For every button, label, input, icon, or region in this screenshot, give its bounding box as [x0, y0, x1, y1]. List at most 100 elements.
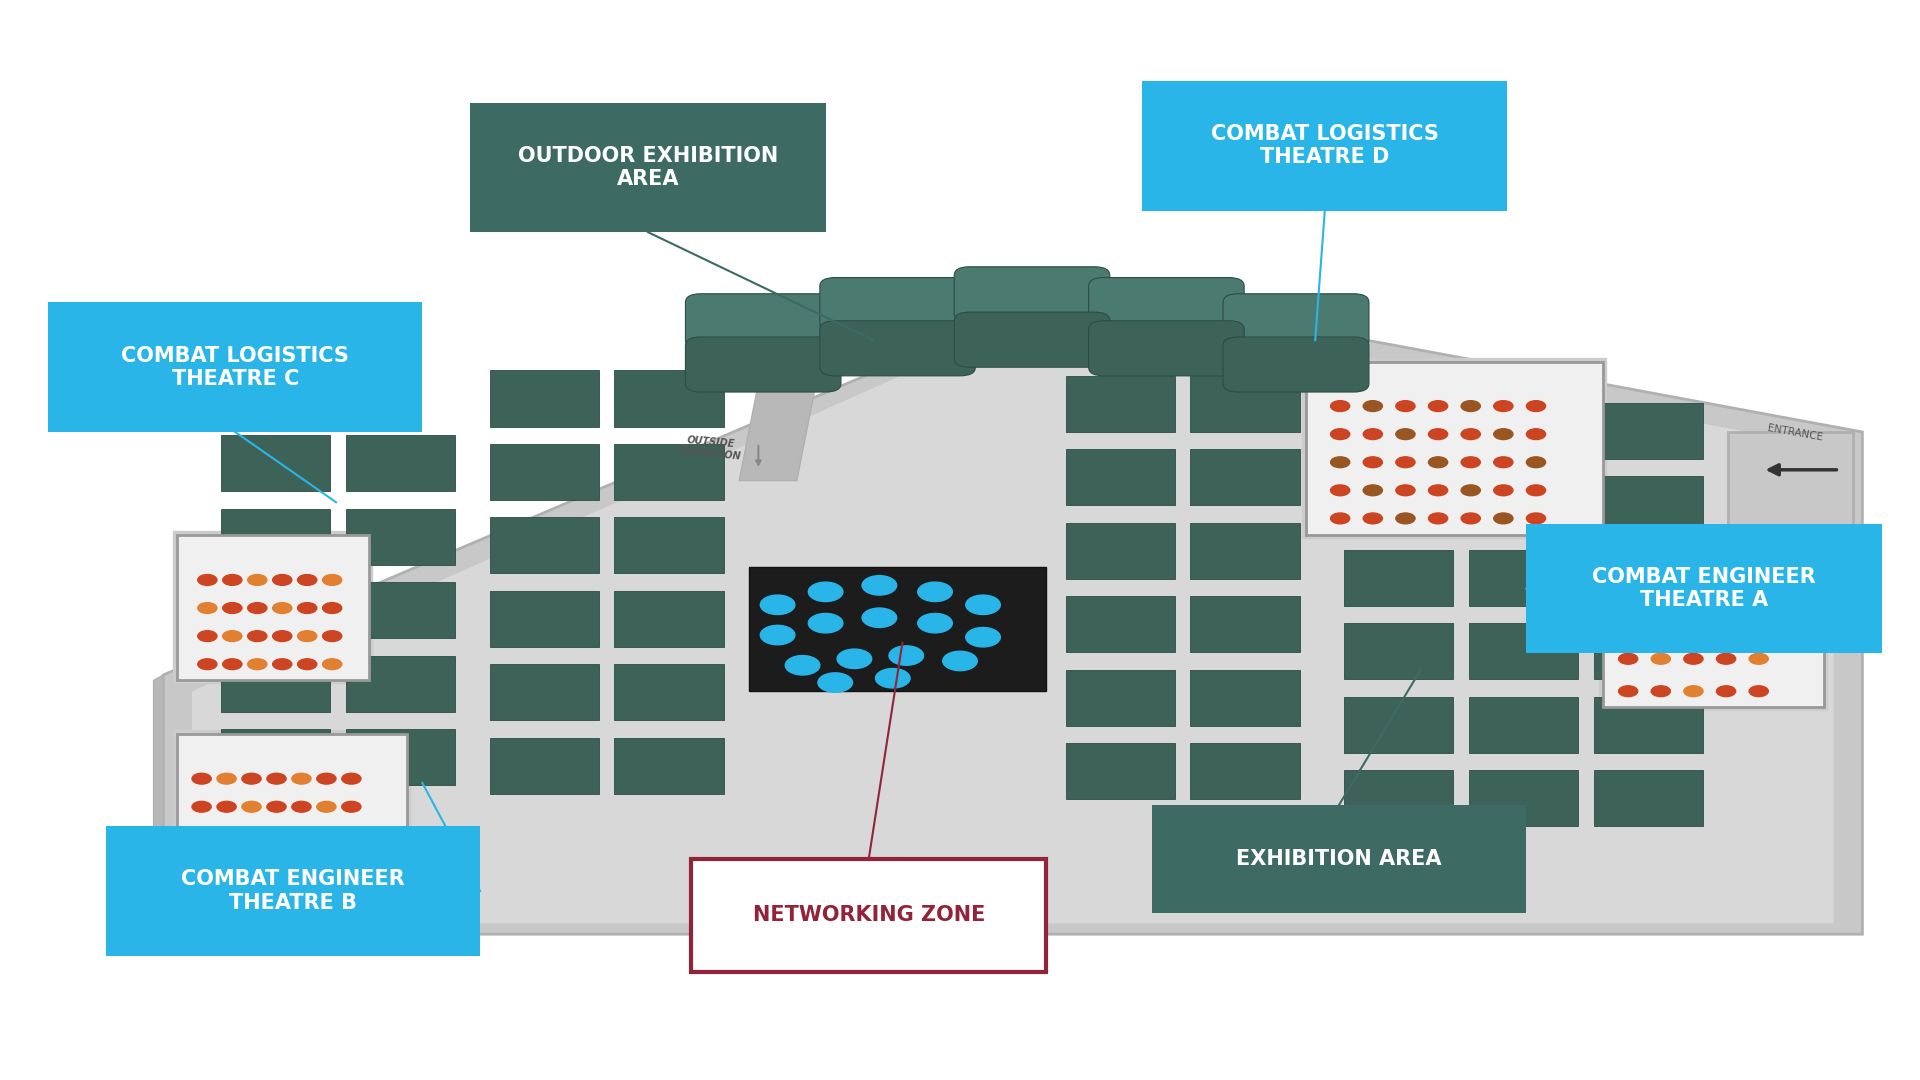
Circle shape	[223, 631, 242, 642]
Circle shape	[323, 659, 342, 670]
Polygon shape	[1728, 432, 1853, 540]
FancyBboxPatch shape	[691, 859, 1046, 972]
FancyBboxPatch shape	[1469, 403, 1578, 459]
Circle shape	[1428, 457, 1448, 468]
Circle shape	[1716, 686, 1736, 697]
Circle shape	[217, 801, 236, 812]
Circle shape	[1716, 653, 1736, 664]
FancyBboxPatch shape	[954, 312, 1110, 367]
Circle shape	[1684, 589, 1703, 599]
Circle shape	[808, 613, 843, 633]
FancyBboxPatch shape	[1469, 623, 1578, 679]
Circle shape	[889, 646, 924, 665]
Circle shape	[1651, 621, 1670, 632]
Circle shape	[1619, 621, 1638, 632]
Circle shape	[317, 858, 336, 868]
FancyBboxPatch shape	[614, 664, 724, 720]
Polygon shape	[739, 383, 816, 481]
FancyBboxPatch shape	[1594, 623, 1703, 679]
Circle shape	[837, 649, 872, 669]
Circle shape	[1684, 621, 1703, 632]
Circle shape	[223, 575, 242, 585]
Circle shape	[862, 576, 897, 595]
Circle shape	[876, 669, 910, 688]
Circle shape	[1651, 653, 1670, 664]
Circle shape	[298, 603, 317, 613]
Circle shape	[1461, 457, 1480, 468]
Circle shape	[198, 659, 217, 670]
Circle shape	[1363, 429, 1382, 440]
FancyBboxPatch shape	[614, 738, 724, 794]
Circle shape	[192, 773, 211, 784]
FancyBboxPatch shape	[490, 444, 599, 500]
Circle shape	[1363, 401, 1382, 411]
Circle shape	[242, 886, 261, 896]
Circle shape	[1749, 589, 1768, 599]
Circle shape	[1749, 621, 1768, 632]
FancyBboxPatch shape	[1190, 596, 1300, 652]
Circle shape	[1396, 513, 1415, 524]
FancyBboxPatch shape	[490, 664, 599, 720]
FancyBboxPatch shape	[1190, 449, 1300, 505]
Polygon shape	[192, 302, 1834, 923]
FancyBboxPatch shape	[685, 337, 841, 392]
FancyBboxPatch shape	[221, 435, 330, 491]
FancyBboxPatch shape	[1190, 523, 1300, 579]
FancyBboxPatch shape	[1344, 403, 1453, 459]
Circle shape	[943, 651, 977, 671]
Circle shape	[342, 886, 361, 896]
Circle shape	[273, 631, 292, 642]
Circle shape	[217, 773, 236, 784]
Circle shape	[242, 801, 261, 812]
Circle shape	[1331, 401, 1350, 411]
Circle shape	[192, 886, 211, 896]
Circle shape	[292, 886, 311, 896]
Circle shape	[1526, 457, 1546, 468]
FancyBboxPatch shape	[1066, 523, 1175, 579]
Circle shape	[317, 773, 336, 784]
FancyBboxPatch shape	[490, 591, 599, 647]
Circle shape	[1331, 485, 1350, 496]
Circle shape	[760, 625, 795, 645]
FancyBboxPatch shape	[1066, 743, 1175, 799]
Circle shape	[1619, 589, 1638, 599]
Circle shape	[1749, 653, 1768, 664]
FancyBboxPatch shape	[1594, 550, 1703, 606]
Circle shape	[808, 582, 843, 602]
Circle shape	[273, 575, 292, 585]
FancyBboxPatch shape	[490, 738, 599, 794]
FancyBboxPatch shape	[685, 294, 841, 349]
FancyBboxPatch shape	[1344, 623, 1453, 679]
FancyBboxPatch shape	[346, 509, 455, 565]
FancyBboxPatch shape	[221, 582, 330, 638]
Circle shape	[217, 829, 236, 840]
Circle shape	[273, 659, 292, 670]
Circle shape	[966, 627, 1000, 647]
FancyBboxPatch shape	[749, 567, 1046, 691]
Circle shape	[918, 613, 952, 633]
Circle shape	[1494, 457, 1513, 468]
Circle shape	[342, 858, 361, 868]
FancyBboxPatch shape	[1066, 670, 1175, 726]
Text: ENTRANCE: ENTRANCE	[1766, 423, 1824, 443]
Circle shape	[1461, 401, 1480, 411]
Circle shape	[292, 773, 311, 784]
Circle shape	[198, 631, 217, 642]
Circle shape	[317, 801, 336, 812]
Circle shape	[1331, 457, 1350, 468]
FancyBboxPatch shape	[1594, 697, 1703, 753]
Circle shape	[1716, 621, 1736, 632]
Circle shape	[1331, 429, 1350, 440]
Circle shape	[192, 801, 211, 812]
Circle shape	[1428, 429, 1448, 440]
FancyBboxPatch shape	[221, 729, 330, 785]
Circle shape	[1526, 513, 1546, 524]
Circle shape	[292, 858, 311, 868]
FancyBboxPatch shape	[1306, 362, 1603, 535]
Circle shape	[217, 858, 236, 868]
Circle shape	[267, 773, 286, 784]
FancyBboxPatch shape	[1469, 550, 1578, 606]
FancyBboxPatch shape	[1603, 551, 1824, 707]
FancyBboxPatch shape	[177, 535, 369, 680]
FancyBboxPatch shape	[346, 656, 455, 712]
